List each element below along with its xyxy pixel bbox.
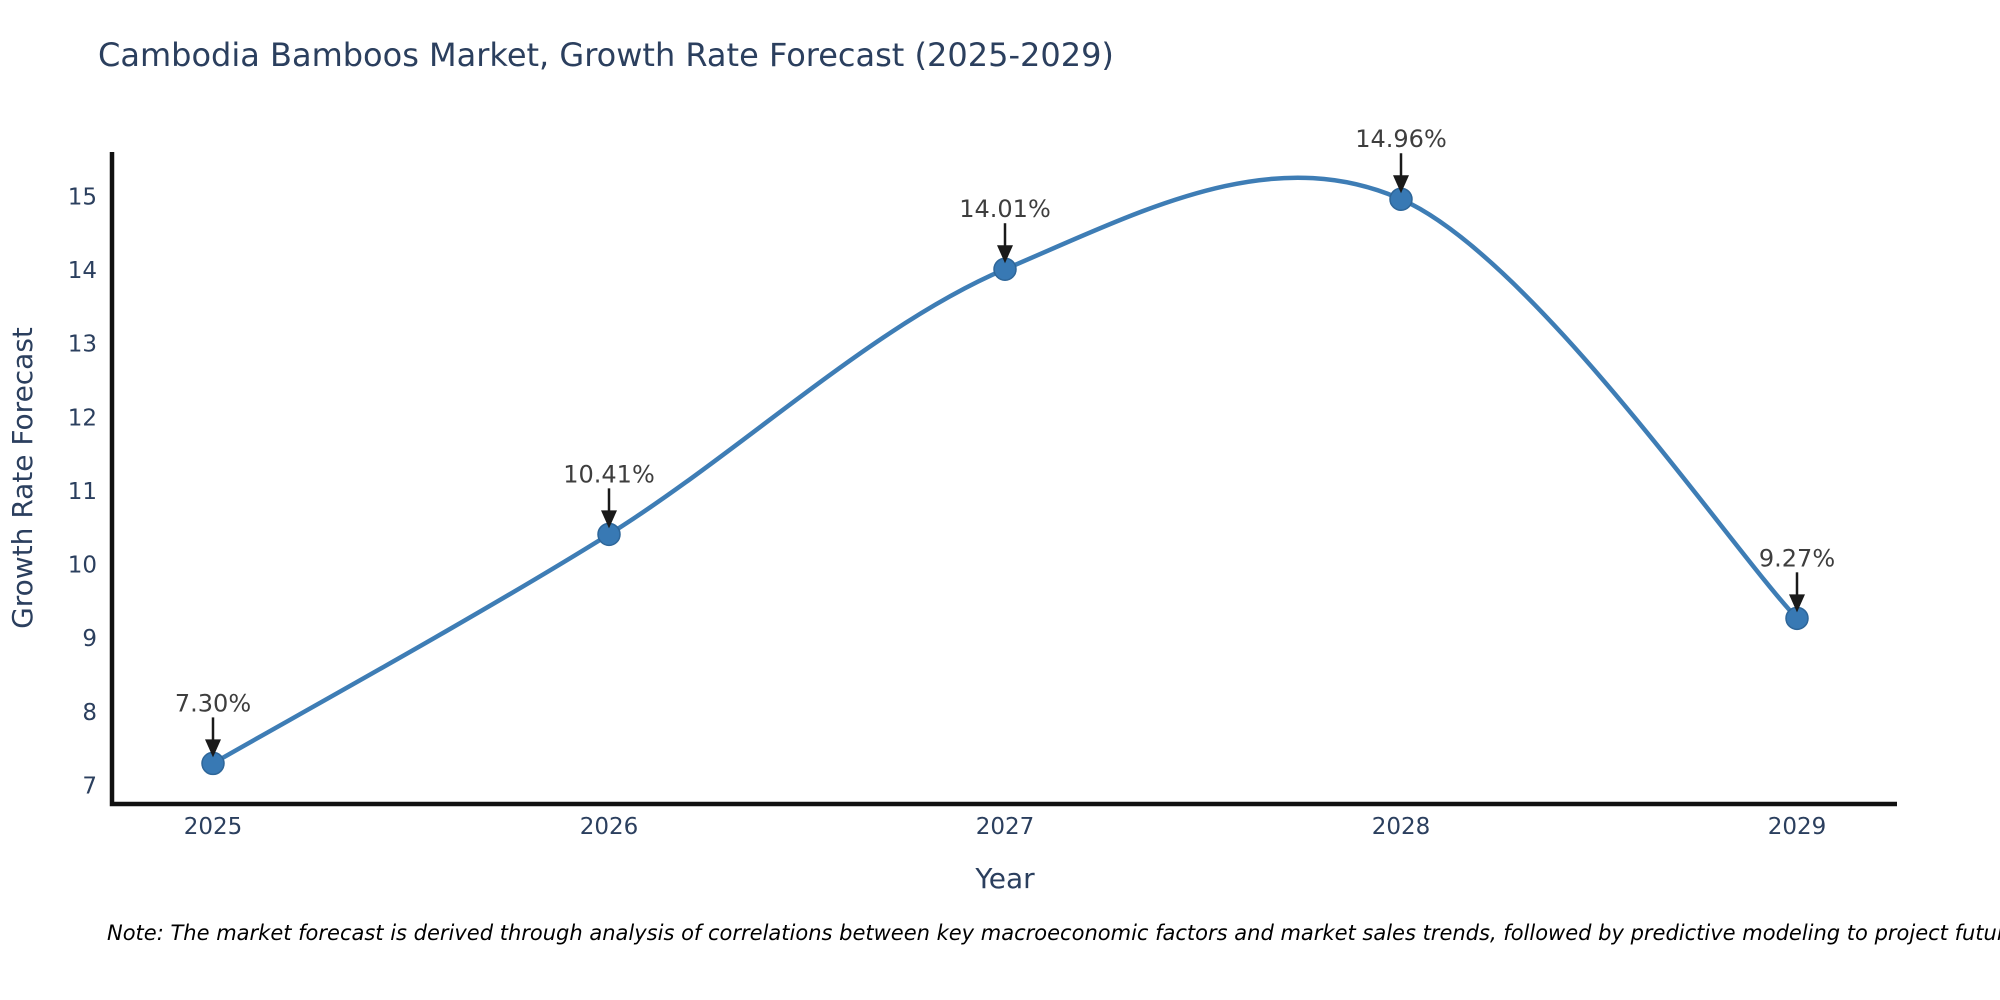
point-value-label: 14.96%	[1355, 125, 1447, 153]
y-tick-label: 11	[68, 479, 97, 505]
point-annotation: 9.27%	[1759, 544, 1835, 613]
x-axis-ticks: 2025 2026 2027 2028 2029	[184, 814, 1827, 840]
point-annotation: 14.96%	[1355, 125, 1447, 194]
x-tick-label: 2027	[976, 814, 1035, 840]
y-tick-label: 12	[68, 405, 97, 431]
point-annotation: 10.41%	[563, 460, 655, 529]
x-tick-label: 2025	[184, 814, 243, 840]
annotation-arrow-head	[601, 510, 617, 529]
y-tick-label: 13	[68, 332, 97, 358]
y-tick-label: 8	[82, 700, 97, 726]
annotation-arrow-head	[205, 739, 221, 758]
y-tick-label: 7	[82, 774, 97, 800]
y-axis-title: Growth Rate Forecast	[6, 327, 39, 629]
point-value-label: 9.27%	[1759, 544, 1835, 572]
point-annotation: 7.30%	[175, 689, 251, 758]
annotation-arrow-head	[1789, 594, 1805, 613]
y-tick-label: 14	[68, 258, 97, 284]
x-axis-title: Year	[974, 862, 1035, 895]
y-tick-label: 10	[68, 553, 97, 579]
point-value-label: 7.30%	[175, 689, 251, 717]
axis-spines	[109, 152, 1897, 807]
point-annotations: 7.30% 10.41% 14.01% 14.96% 9.27%	[175, 125, 1835, 758]
x-tick-label: 2029	[1768, 814, 1827, 840]
x-tick-label: 2026	[580, 814, 639, 840]
footnote: Note: The market forecast is derived thr…	[107, 921, 2000, 945]
point-value-label: 14.01%	[959, 195, 1051, 223]
axes	[109, 152, 1897, 807]
point-value-label: 10.41%	[563, 460, 655, 488]
y-tick-label: 15	[68, 184, 97, 210]
line-series	[201, 175, 1809, 776]
annotation-arrow-head	[997, 245, 1013, 264]
annotation-arrow-head	[1393, 175, 1409, 194]
x-tick-label: 2028	[1372, 814, 1431, 840]
point-annotation: 14.01%	[959, 195, 1051, 264]
y-axis-ticks: 7 8 9 10 11 12 13 14 15	[68, 184, 97, 799]
chart-title: Cambodia Bamboos Market, Growth Rate For…	[98, 36, 1114, 74]
y-tick-label: 9	[82, 626, 97, 652]
